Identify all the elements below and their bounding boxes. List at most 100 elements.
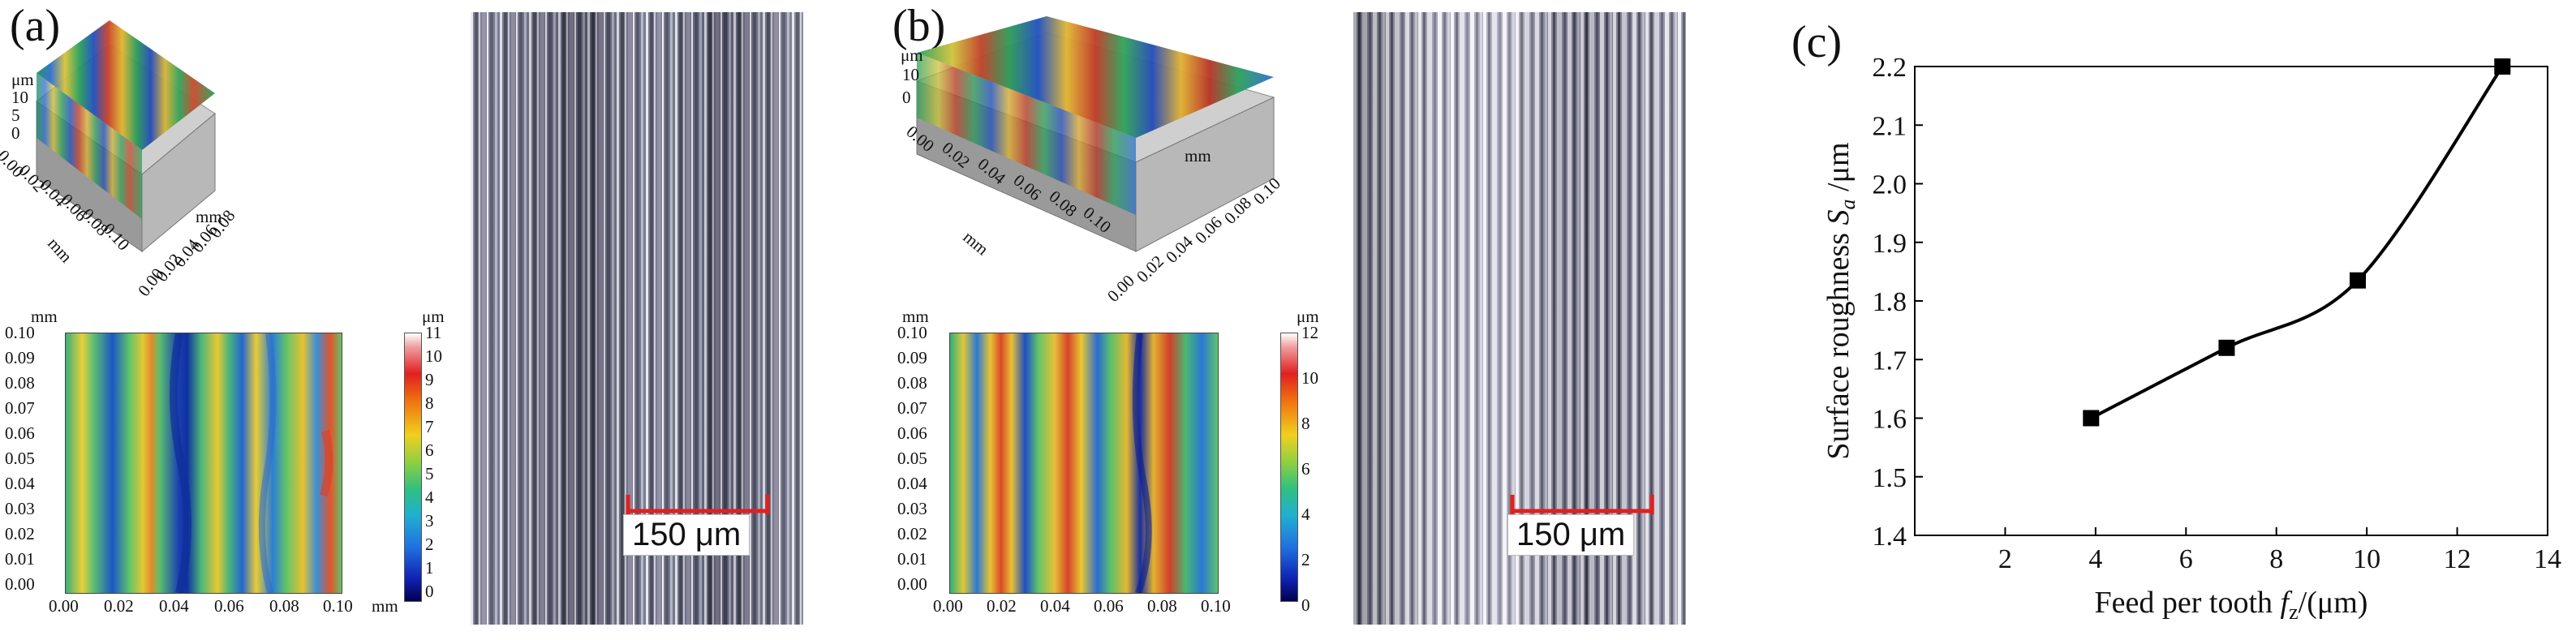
heatmap-a-y-unit: mm [31,307,58,326]
heatmap-b-y-tick: 0.08 [897,373,927,393]
data-point [2083,410,2100,427]
scale-bar-a [626,495,770,514]
colorbar-a-tick: 8 [425,393,434,413]
y-tick-label: 1.5 [1873,463,1907,493]
colorbar-a-tick: 3 [425,511,434,530]
heatmap-b-y-tick: 0.04 [897,474,927,493]
x-tick-label: 14 [2534,544,2561,574]
colorbar-b-unit: μm [1297,307,1319,326]
heatmap-a-y-tick: 0.03 [5,499,35,518]
y-tick-label: 1.9 [1873,229,1907,259]
surface-a-y-ticks: 0.00 0.02 0.04 0.06 0.08 mm [134,206,239,312]
heatmap-b-y-tick: 0.09 [897,348,927,367]
panel-a-letter: (a) [10,1,61,51]
heatmap-a-y-tick: 0.10 [5,323,35,342]
colorbar-a-ticks: 11 10 9 8 7 6 5 4 3 2 1 0 [425,323,458,607]
y-tick-label: 1.6 [1873,405,1907,435]
heatmap-a-y-tick: 0.02 [5,524,35,543]
colorbar-b-tick: 6 [1301,459,1310,479]
colorbar-a [404,333,422,602]
heatmap-b-y-tick: 0.02 [897,524,927,543]
y-tick-label: 2.1 [1873,111,1907,141]
heatmap-a-y-tick: 0.04 [5,474,35,493]
x-tick-label: 2 [1998,544,2012,574]
surface-a-x-unit: mm [44,234,76,267]
heatmap-a-y-tick: 0.07 [5,398,35,418]
colorbar-b-tick: 4 [1301,505,1310,524]
heatmap-b [949,333,1219,594]
panel-b-letter: (b) [892,1,946,51]
heatmap-b-x-ticks: 0.00 0.02 0.04 0.06 0.08 0.10 [892,596,1282,629]
colorbar-b [1280,333,1298,602]
heatmap-b-x-tick: 0.00 [933,596,963,616]
heatmap-b-y-tick: 0.03 [897,499,927,518]
colorbar-a-tick: 4 [425,488,434,507]
heatmap-a [65,333,342,594]
colorbar-a-tick: 11 [425,323,442,342]
y-axis-label: Surface roughness Sa /μm [1821,142,1860,459]
heatmap-a-x-unit: mm [372,596,398,616]
heatmap-b-x-tick: 0.04 [1040,596,1070,616]
surface-b-y-ticks: 0.00 0.02 0.04 0.06 0.08 0.10 mm [1103,146,1314,308]
y-tick-label: 1.4 [1873,522,1907,552]
colorbar-a-tick: 1 [425,558,434,578]
heatmap-b-x-tick: 0.02 [987,596,1017,616]
scale-label-a: 150 μm [623,514,750,556]
data-point [2494,58,2511,75]
surface-3d-b [915,16,1275,252]
surface-b-y-tick: 0.06 [1191,213,1226,247]
heatmap-a-y-tick: 0.09 [5,348,35,367]
colorbar-a-tick: 10 [425,346,442,366]
y-tick-label: 1.8 [1873,287,1907,317]
surface-b-x-tick: 0.04 [974,154,1010,189]
surface-b-z-tick: 0 [902,88,911,107]
heatmap-b-y-tick: 0.05 [897,449,927,468]
x-tick-label: 6 [2179,544,2193,574]
colorbar-a-tick: 7 [425,417,434,436]
heatmap-a-y-tick: 0.01 [5,549,35,569]
surface-3d-a [36,20,216,253]
surface-b-y-unit: mm [1185,146,1211,165]
heatmap-b-y-unit: mm [902,307,929,326]
colorbar-a-tick: 9 [425,370,434,389]
heatmap-b-x-tick: 0.08 [1147,596,1177,616]
heatmap-a-x-tick: 0.06 [214,596,244,616]
surface-b-y-tick: 0.08 [1220,193,1255,228]
panel-c-letter: (c) [1791,17,1843,67]
colorbar-a-tick: 0 [425,582,434,601]
surface-b-x-tick: 0.02 [938,138,974,173]
heatmap-a-x-tick: 0.10 [323,596,353,616]
heatmap-b-x-tick: 0.10 [1201,596,1231,616]
heatmap-a-y-tick: 0.00 [5,574,35,594]
surface-a-y-unit: mm [196,207,222,226]
heatmap-b-y-tick: 0.01 [897,549,927,569]
heatmap-a-x-tick: 0.08 [269,596,299,616]
heatmap-a-y-tick: 0.08 [5,373,35,393]
heatmap-a-x-tick: 0.04 [159,596,189,616]
colorbar-a-unit: μm [422,307,445,326]
colorbar-b-tick: 12 [1301,323,1318,342]
colorbar-b-tick: 0 [1301,595,1310,615]
colorbar-a-tick: 6 [425,440,434,460]
heatmap-b-y-tick: 0.07 [897,398,927,418]
x-axis-label: Feed per tooth fz/(μm) [2095,586,2368,624]
y-tick-label: 1.7 [1873,346,1907,376]
surface-a-z-unit: μm [11,70,34,89]
surface-b-y-tick: 0.02 [1133,251,1168,286]
heatmap-a-x-tick: 0.02 [104,596,134,616]
colorbar-b-tick: 8 [1301,414,1310,433]
colorbar-a-tick: 2 [425,535,434,554]
surface-b-z-tick: 10 [902,65,919,84]
surface-b-y-tick: 0.04 [1162,232,1197,267]
surface-a-z-tick: 5 [11,105,20,125]
surface-a-z-tick: 0 [11,123,20,143]
surface-b-y-tick: 0.00 [1103,271,1138,306]
heatmap-a-y-tick: 0.06 [5,423,35,443]
x-tick-label: 4 [2088,544,2102,574]
surface-b-x-ticks: 0.00 0.02 0.04 0.06 0.08 0.10 mm [903,122,1116,308]
heatmap-a-x-tick: 0.00 [49,596,79,616]
y-tick-label: 2.2 [1873,53,1907,83]
x-tick-label: 8 [2269,544,2283,574]
surface-a-x-ticks: 0.00 0.02 0.04 0.06 0.08 0.10 mm [0,146,154,292]
scale-label-b: 150 μm [1507,514,1635,556]
